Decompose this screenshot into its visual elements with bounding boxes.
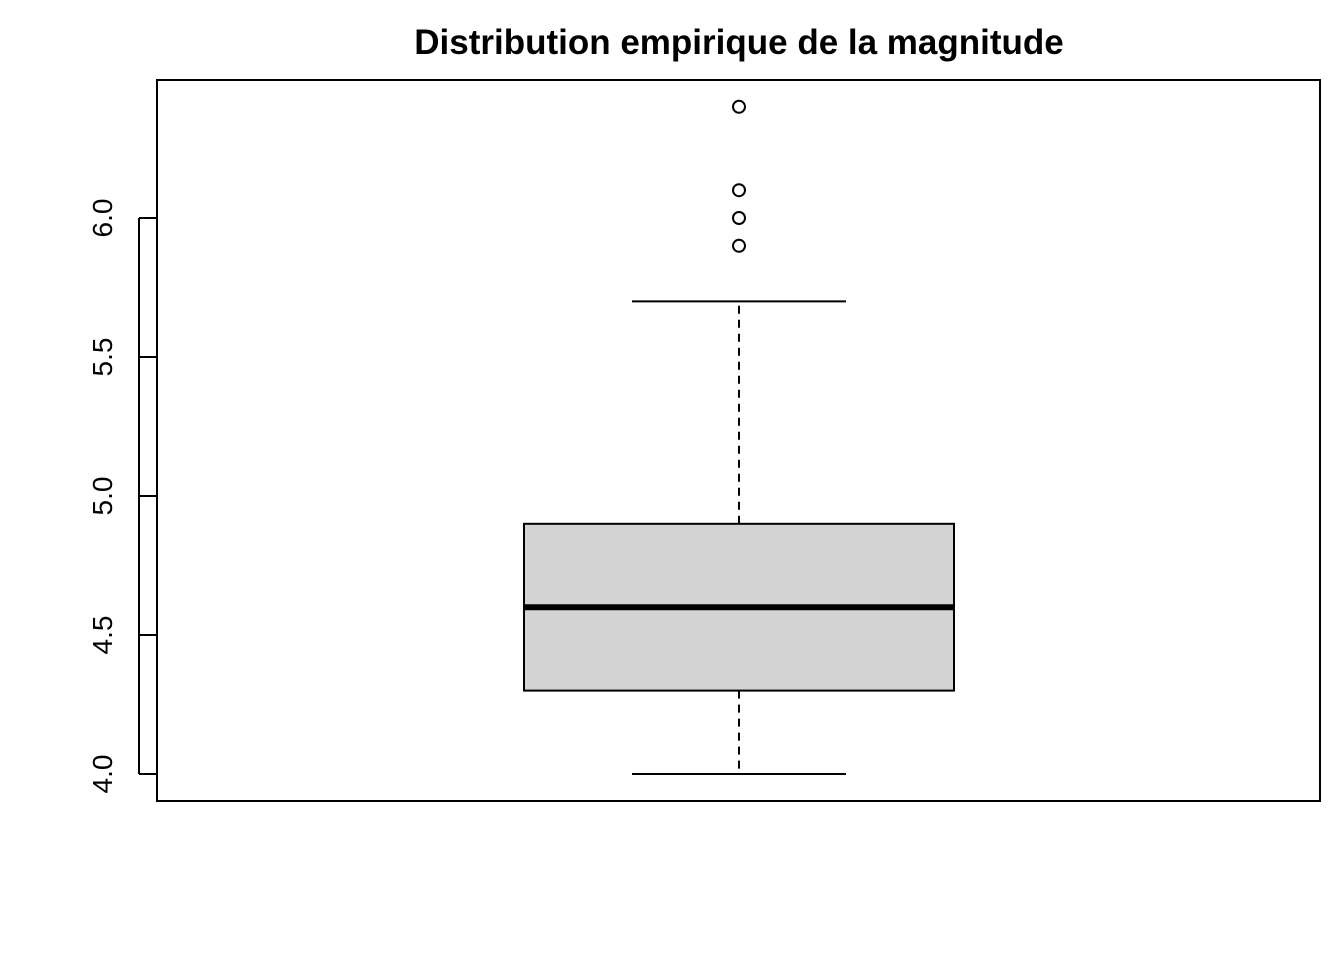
outlier-point (732, 211, 746, 225)
y-tick-label: 6.0 (87, 199, 118, 238)
outlier-point (732, 238, 746, 253)
chart-title: Distribution empirique de la magnitude (414, 23, 1064, 62)
outlier-point (732, 183, 746, 198)
y-tick-label: 4.0 (87, 755, 118, 794)
y-tick-label: 5.0 (87, 477, 118, 516)
outlier-point (732, 99, 746, 114)
y-tick-label: 4.5 (87, 616, 118, 655)
outliers (732, 99, 746, 253)
box-plot (523, 300, 955, 775)
y-axis: 4.0 4.5 5.0 5.5 6.0 (87, 199, 157, 794)
plot-frame (156, 79, 1321, 802)
y-tick-label: 5.5 (87, 338, 118, 377)
